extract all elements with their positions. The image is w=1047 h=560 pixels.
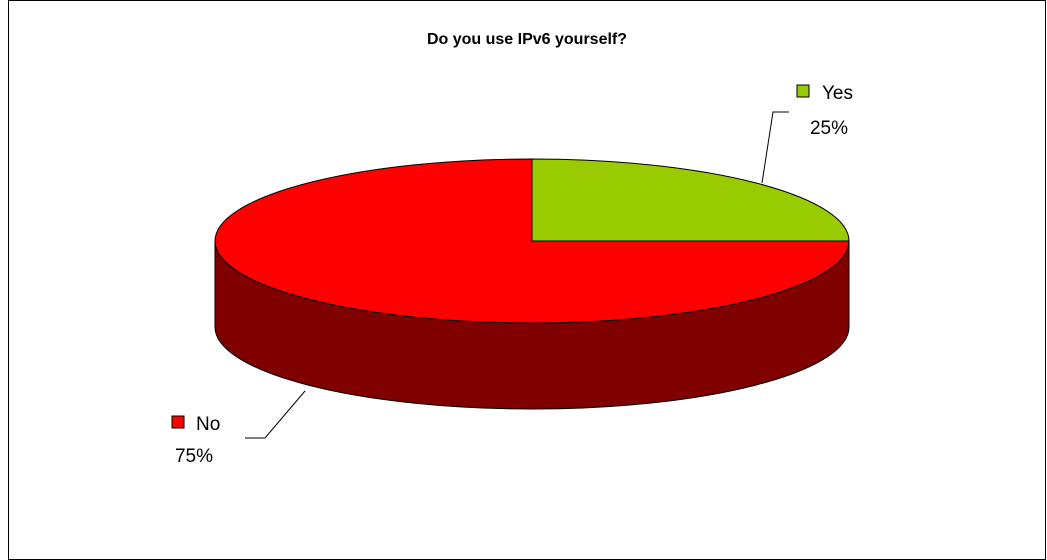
pie-chart: Do you use IPv6 yourself? Yes 25% No 75% (171, 31, 853, 467)
data-label-no: No (196, 414, 220, 435)
leader-line-yes (761, 111, 789, 184)
leader-line-no (245, 390, 306, 439)
data-value-no: 75% (175, 446, 213, 467)
pie-plot: Yes 25% No 75% (171, 83, 853, 467)
chart-title: Do you use IPv6 yourself? (427, 31, 627, 48)
data-label-yes: Yes (822, 83, 853, 104)
label-swatch-no (171, 415, 185, 429)
pie-slice-yes (531, 158, 850, 242)
label-swatch-yes (796, 84, 810, 98)
pie-slice-no (214, 158, 850, 324)
data-value-yes: 25% (810, 118, 848, 139)
